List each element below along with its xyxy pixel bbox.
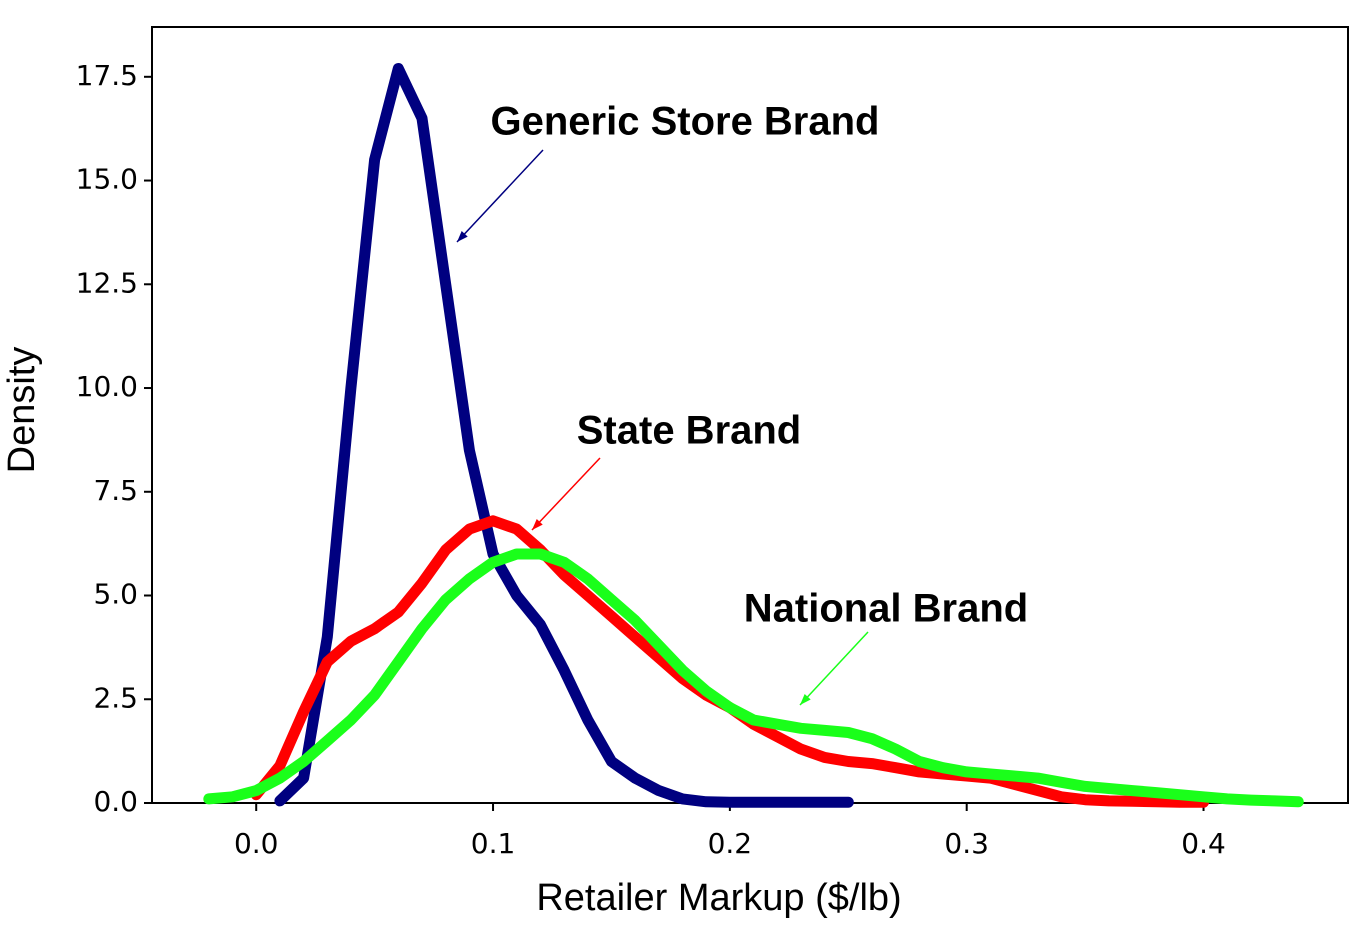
x-axis-label: Retailer Markup ($/lb) [536,877,901,919]
x-tick-label: 0.3 [944,827,989,860]
series-line [203,548,1304,808]
series-annotation: National Brand [744,587,1028,631]
y-tick-label: 0.0 [93,785,138,818]
annotation-arrow [531,457,601,531]
y-tick-label: 15.0 [76,163,138,196]
x-tick-label: 0.4 [1181,827,1226,860]
y-tick-label: 2.5 [93,681,138,714]
series-line [274,63,854,808]
y-tick-label: 10.0 [76,370,138,403]
x-tick-label: 0.1 [471,827,516,860]
series-annotation: Generic Store Brand [490,100,879,144]
y-tick-label: 5.0 [93,578,138,611]
y-tick-label: 7.5 [93,474,138,507]
y-axis-label: Density [1,347,43,474]
annotation-arrow [456,149,544,243]
annotation-arrowhead [457,230,468,242]
y-tick-label: 12.5 [76,266,138,299]
x-tick-label: 0.0 [234,827,279,860]
series-annotation: State Brand [577,409,802,453]
x-tick-label: 0.2 [708,827,753,860]
y-tick-label: 17.5 [76,59,138,92]
annotation-arrowhead [800,693,811,705]
annotation-arrowhead [532,518,543,530]
annotation-arrow [799,631,869,706]
